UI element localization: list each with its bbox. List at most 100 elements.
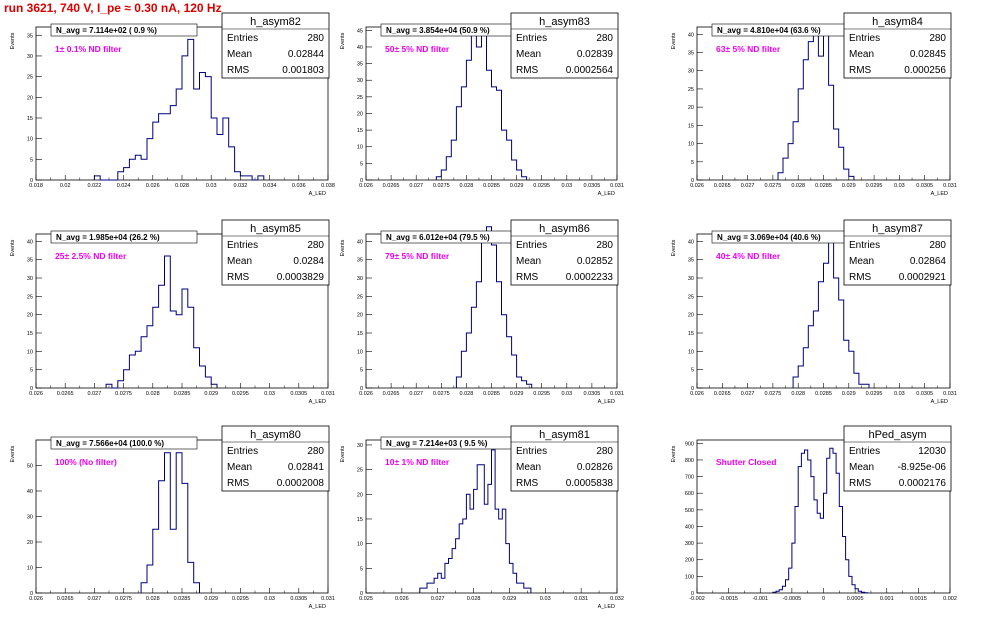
stats-mean-value: 0.02852 (577, 256, 614, 267)
stats-mean-value: 0.02864 (910, 256, 947, 267)
y-tick-label: 30 (27, 276, 33, 282)
y-tick-label: 20 (688, 313, 694, 319)
y-tick-label: 0 (30, 178, 33, 184)
histogram-line (419, 449, 532, 593)
x-tick-label: 0.0275 (764, 183, 781, 189)
x-tick-label: 0.027 (409, 391, 423, 397)
x-axis-title: A_LED (598, 191, 615, 197)
x-tick-label: 0.0275 (433, 391, 450, 397)
y-tick-label: 20 (27, 540, 33, 546)
y-tick-label: 35 (688, 51, 694, 57)
y-tick-label: 25 (357, 95, 363, 101)
y-tick-label: 5 (30, 368, 33, 374)
stats-entries-value: 280 (307, 240, 324, 251)
y-tick-label: 0 (691, 591, 694, 597)
stats-rms-label: RMS (516, 478, 539, 489)
y-axis-title: Events (10, 445, 16, 462)
stats-rms-label: RMS (849, 272, 872, 283)
histogram-title: N_avg = 7.114e+02 ( 0.9 %) (56, 26, 157, 35)
x-tick-label: 0.038 (321, 183, 335, 189)
x-tick-label: 0.024 (117, 183, 131, 189)
x-tick-label: 0.0305 (583, 183, 600, 189)
stats-mean-value: 0.0284 (293, 256, 324, 267)
x-tick-label: 0.029 (204, 596, 218, 602)
x-tick-label: 0.026 (690, 183, 704, 189)
stats-rms-value: 0.0003829 (277, 272, 325, 283)
stats-entries-label: Entries (227, 33, 258, 44)
stats-rms-label: RMS (849, 478, 872, 489)
filter-note: Shutter Closed (716, 457, 776, 467)
x-tick-label: 0.027 (88, 596, 102, 602)
x-tick-label: 0.0285 (174, 596, 191, 602)
y-tick-label: 10 (357, 145, 363, 151)
x-tick-label: 0.025 (359, 596, 373, 602)
x-tick-label: 0.002 (943, 596, 957, 602)
y-tick-label: 30 (357, 443, 363, 449)
y-tick-label: 15 (688, 123, 694, 129)
y-axis-title: Events (671, 32, 677, 49)
stats-mean-value: 0.02839 (577, 49, 614, 60)
x-tick-label: 0.028 (175, 183, 189, 189)
y-axis-title: Events (671, 239, 677, 256)
run-title: run 3621, 740 V, I_pe ≈ 0.30 nA, 120 Hz (4, 1, 222, 15)
x-tick-label: -0.001 (752, 596, 768, 602)
stats-rms-value: 0.0002564 (566, 65, 614, 76)
x-tick-label: 0.0285 (815, 183, 832, 189)
y-tick-label: 20 (357, 313, 363, 319)
stats-entries-label: Entries (849, 446, 880, 457)
x-tick-label: 0.026 (29, 391, 43, 397)
y-tick-label: 50 (27, 464, 33, 470)
x-tick-label: 0.028 (146, 596, 160, 602)
x-axis-title: A_LED (309, 191, 326, 197)
stats-rms-value: 0.001803 (282, 65, 324, 76)
histogram-panel-h_asym80: 0.026 0.0265 0.027 0.0275 0.028 0.0285 0.029 0.… (10, 425, 335, 610)
x-tick-label: 0.029 (842, 183, 856, 189)
stats-mean-value: 0.02826 (577, 462, 614, 473)
stats-entries-label: Entries (516, 446, 547, 457)
x-tick-label: 0.0285 (815, 391, 832, 397)
x-tick-label: 0.027 (409, 183, 423, 189)
stats-histogram-name: hPed_asym (868, 429, 926, 441)
stats-rms-label: RMS (227, 65, 250, 76)
x-tick-label: 0.031 (321, 391, 335, 397)
y-tick-label: 40 (357, 239, 363, 245)
stats-box (221, 12, 330, 79)
histogram-title: N_avg = 7.566e+04 (100.0 %) (56, 439, 164, 448)
x-tick-label: 0.0295 (866, 183, 883, 189)
y-tick-label: 30 (357, 276, 363, 282)
filter-note: 1± 0.1% ND filter (55, 44, 122, 54)
y-tick-label: 15 (27, 116, 33, 122)
stats-box (510, 425, 619, 492)
y-tick-label: 20 (688, 105, 694, 111)
x-tick-label: 0.0295 (232, 391, 249, 397)
stats-entries-value: 280 (596, 240, 613, 251)
x-tick-label: 0.026 (690, 391, 704, 397)
x-tick-label: 0.026 (359, 183, 373, 189)
stats-histogram-name: h_asym82 (250, 16, 301, 28)
stats-entries-value: 12030 (918, 446, 946, 457)
stats-box (221, 219, 330, 286)
x-tick-label: 0.0275 (115, 596, 132, 602)
y-axis-title: Events (340, 445, 346, 462)
y-tick-label: 30 (27, 515, 33, 521)
y-tick-label: 35 (27, 258, 33, 264)
y-tick-label: 15 (357, 331, 363, 337)
x-tick-label: 0.0305 (916, 391, 933, 397)
histogram-panel-h_asym86: 0.026 0.0265 0.027 0.0275 0.028 0.0285 0.029 0.… (340, 219, 624, 405)
x-tick-label: -0.0005 (783, 596, 802, 602)
y-tick-label: 0 (691, 178, 694, 184)
y-tick-label: 10 (27, 137, 33, 143)
y-tick-label: 300 (685, 541, 694, 547)
x-tick-label: 0.032 (610, 596, 624, 602)
histogram-title: N_avg = 4.810e+04 (63.6 %) (717, 26, 821, 35)
stats-rms-value: 0.0002921 (899, 272, 947, 283)
y-tick-label: 30 (357, 78, 363, 84)
stats-mean-label: Mean (849, 462, 874, 473)
y-axis-title: Events (340, 239, 346, 256)
y-tick-label: 15 (688, 331, 694, 337)
stats-entries-label: Entries (849, 240, 880, 251)
title-box (50, 436, 198, 450)
filter-note: 63± 5% ND filter (716, 44, 781, 54)
y-tick-label: 40 (688, 32, 694, 38)
